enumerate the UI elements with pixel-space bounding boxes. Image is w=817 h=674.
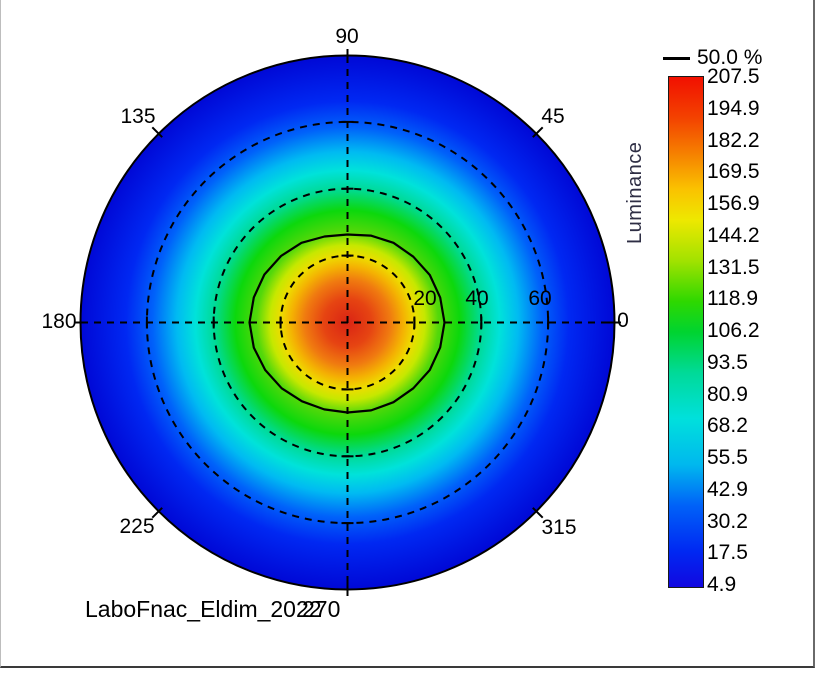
colorbar-tick: 93.5	[707, 350, 748, 374]
colorbar-tick: 106.2	[707, 319, 760, 342]
angle-label-180: 180	[41, 310, 77, 333]
colorbar-tick: 4.9	[707, 573, 737, 596]
angle-label-0: 0	[617, 309, 629, 332]
iso-contour-50pct	[248, 233, 446, 414]
colorbar-tick: 42.9	[707, 477, 748, 501]
radial-label-60: 60	[528, 287, 552, 310]
colorbar-tick: 182.2	[707, 128, 760, 152]
angle-label-225: 225	[119, 515, 155, 538]
colorbar-tick: 118.9	[707, 287, 758, 311]
measurement-label-main: LaboFnac_Eldim_2022	[85, 596, 322, 622]
colorbar-tick: 194.9	[707, 96, 760, 120]
colorbar-tick: 169.5	[707, 160, 760, 184]
angle-label-315: 315	[541, 516, 577, 539]
angle-label-135: 135	[120, 105, 156, 128]
colorbar-tick: 30.2	[707, 509, 748, 533]
colorbar-tick: 131.5	[707, 255, 760, 279]
measurement-label: LaboFnac_Eldim_2022270	[85, 597, 340, 622]
radial-label-20: 20	[413, 287, 437, 310]
axis-ticks	[74, 49, 621, 596]
colorbar-tick: 68.2	[707, 414, 748, 438]
contour-legend-label: 50.0 %	[697, 46, 763, 69]
colorbar-tick: 17.5	[707, 541, 748, 565]
colorbar-title: Luminance	[624, 141, 646, 244]
contour-legend-line	[663, 57, 690, 60]
colorbar	[668, 76, 704, 588]
colorbar-tick: 156.9	[707, 192, 760, 215]
angle-label-90: 90	[335, 25, 359, 48]
colorbar-tick-labels: 207.5 194.9 182.2 169.5 156.9 144.2 131.…	[707, 66, 777, 596]
colorbar-tick: 80.9	[707, 382, 748, 406]
radial-label-40: 40	[465, 287, 489, 310]
colorbar-tick: 207.5	[707, 65, 760, 88]
angle-label-45: 45	[541, 105, 565, 128]
measurement-label-overlap: 270	[302, 596, 341, 622]
colorbar-tick: 55.5	[707, 446, 748, 469]
colorbar-tick: 144.2	[707, 223, 760, 247]
